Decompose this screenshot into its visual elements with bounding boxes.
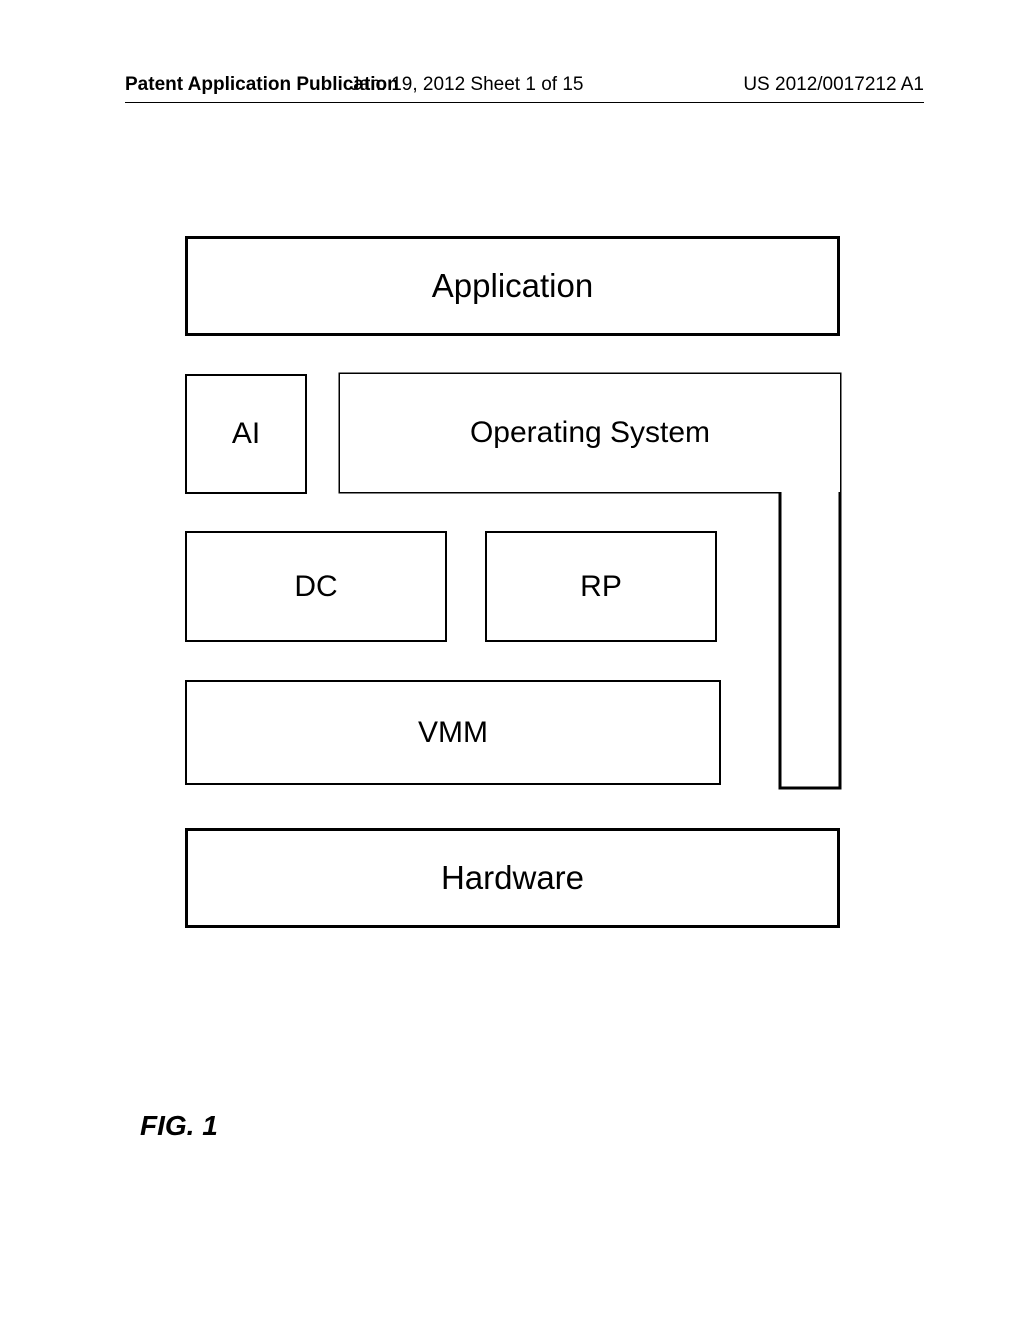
box-rp: RP bbox=[485, 531, 717, 642]
box-application: Application bbox=[185, 236, 840, 336]
label-hardware: Hardware bbox=[441, 859, 584, 897]
header-right: US 2012/0017212 A1 bbox=[743, 74, 924, 96]
box-vmm: VMM bbox=[185, 680, 721, 785]
box-os-label-area: Operating System bbox=[340, 374, 840, 492]
label-vmm: VMM bbox=[418, 716, 488, 750]
figure-caption: FIG. 1 bbox=[140, 1110, 218, 1142]
page-header: Patent Application Publication Jan. 19, … bbox=[0, 74, 1024, 102]
architecture-diagram: Application AI Operating System DC RP VM… bbox=[185, 236, 840, 936]
label-rp: RP bbox=[580, 570, 622, 604]
header-mid: Jan. 19, 2012 Sheet 1 of 15 bbox=[350, 74, 583, 96]
label-os: Operating System bbox=[470, 416, 710, 450]
box-ai: AI bbox=[185, 374, 307, 494]
label-dc: DC bbox=[294, 570, 337, 604]
header-rule bbox=[125, 102, 924, 103]
page: Patent Application Publication Jan. 19, … bbox=[0, 0, 1024, 1320]
label-ai: AI bbox=[232, 417, 260, 451]
label-application: Application bbox=[432, 267, 593, 305]
box-hardware: Hardware bbox=[185, 828, 840, 928]
box-dc: DC bbox=[185, 531, 447, 642]
